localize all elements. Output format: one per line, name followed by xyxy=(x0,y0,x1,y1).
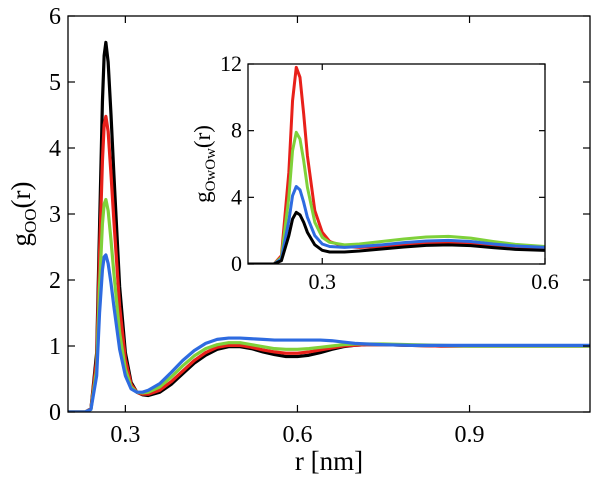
x-axis-label: r [nm] xyxy=(295,446,363,476)
plot-frame xyxy=(247,63,546,265)
x-tick-label: 0.3 xyxy=(309,269,337,294)
x-tick-label: 0.9 xyxy=(455,422,485,448)
x-tick-label: 0.6 xyxy=(531,269,559,294)
y-tick-label: 2 xyxy=(49,268,61,294)
plot-frame xyxy=(67,15,591,413)
series-line-3 xyxy=(68,253,590,412)
y-tick-label: 4 xyxy=(49,136,61,162)
y-axis-label: gOO(r) xyxy=(6,181,40,246)
series-line-2 xyxy=(248,185,545,264)
y-tick-label: 12 xyxy=(220,51,242,76)
x-tick-label: 0.6 xyxy=(282,422,312,448)
series-group xyxy=(248,65,545,264)
series-group xyxy=(68,40,590,412)
y-axis-label-tail: (r) xyxy=(190,125,215,148)
y-tick-label: 6 xyxy=(49,4,61,30)
y-axis-label-sub: OO xyxy=(21,208,40,233)
series-line-3 xyxy=(248,210,545,264)
y-tick-label: 0 xyxy=(49,400,61,426)
y-axis-label-main: g xyxy=(190,191,215,203)
y-tick-label: 1 xyxy=(49,334,61,360)
y-axis-label-sub: OwOw xyxy=(203,148,219,191)
series-line-0 xyxy=(68,40,590,412)
y-tick-label: 4 xyxy=(231,184,242,209)
y-axis-label-tail: (r) xyxy=(6,181,36,208)
y-tick-label: 3 xyxy=(49,202,61,228)
y-axis-label-main: g xyxy=(6,233,36,247)
x-tick-label: 0.3 xyxy=(110,422,140,448)
inset-plot: 0.3 0.6 0 4 8 12 gOwOw(r) xyxy=(190,51,559,294)
series-line-2 xyxy=(68,197,590,412)
y-tick-label: 5 xyxy=(49,70,61,96)
y-tick-label: 8 xyxy=(231,118,242,143)
series-line-1 xyxy=(248,130,545,264)
series-line-0 xyxy=(248,65,545,264)
y-axis-label: gOwOw(r) xyxy=(190,125,219,203)
y-tick-label: 0 xyxy=(231,251,242,276)
